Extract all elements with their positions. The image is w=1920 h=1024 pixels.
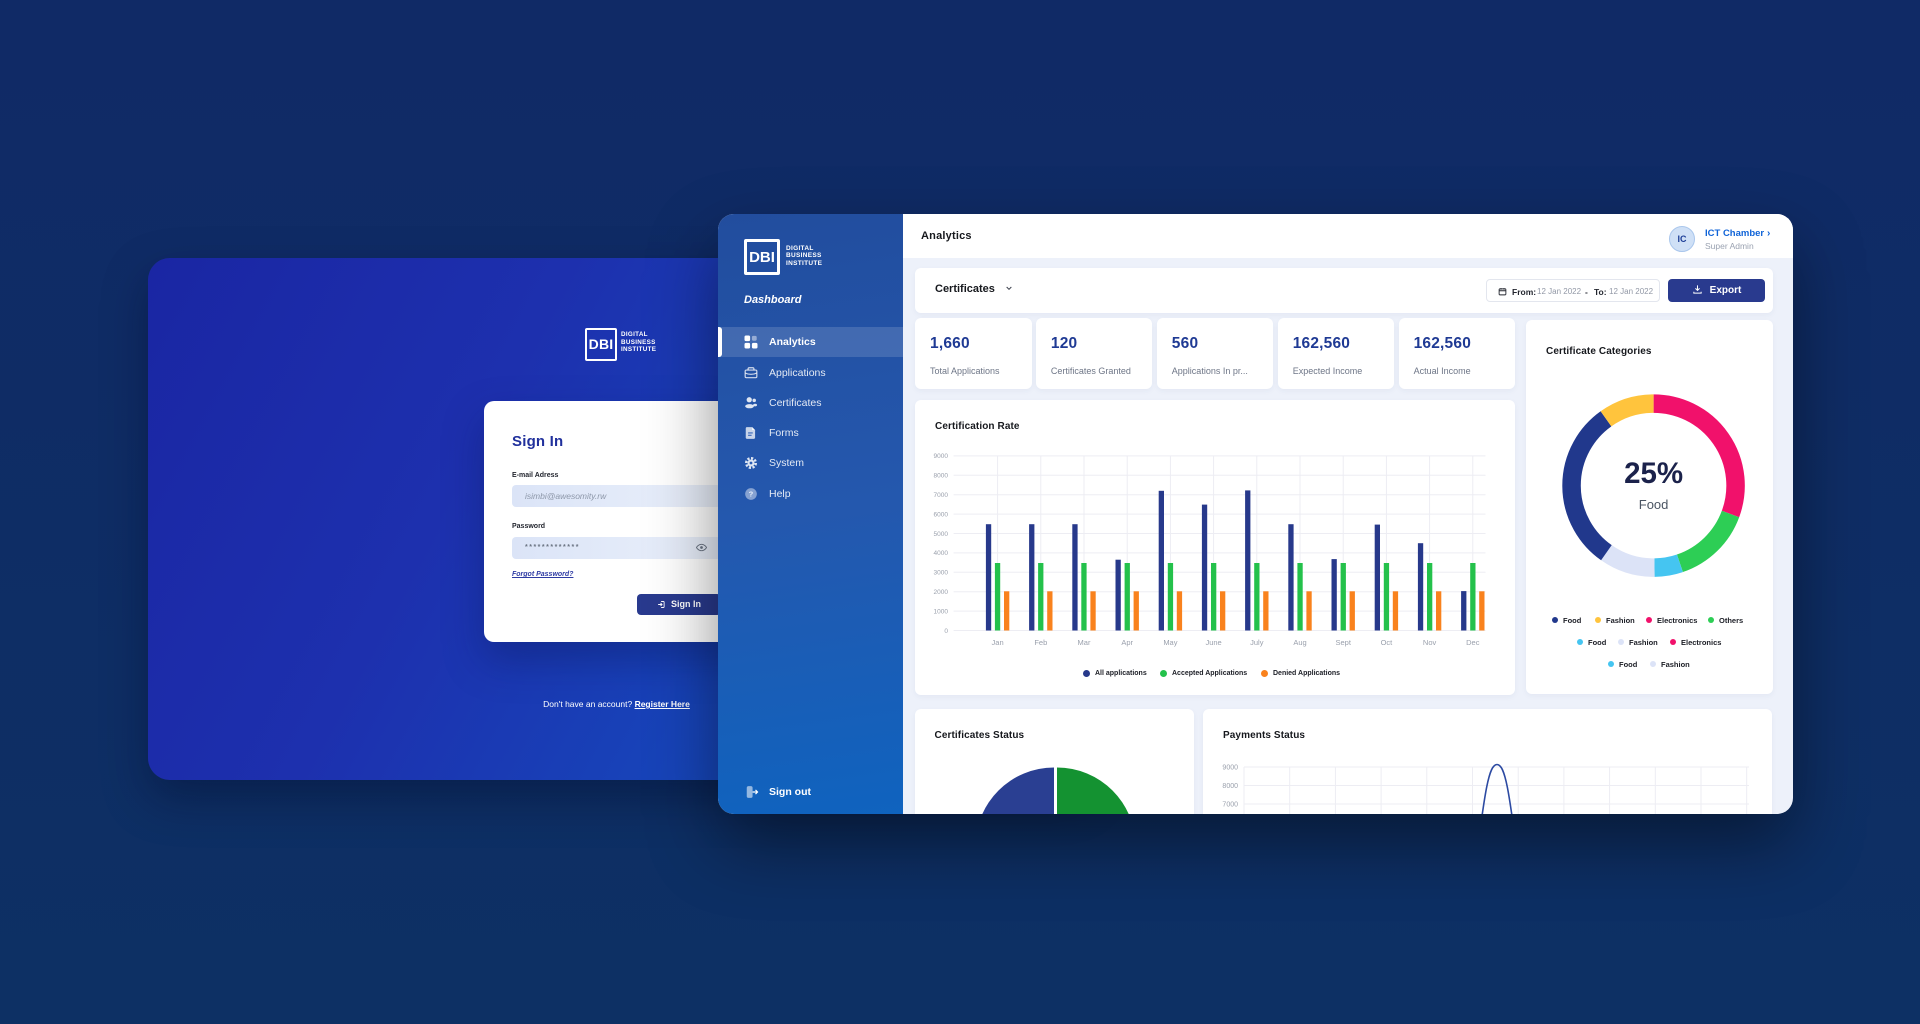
svg-text:June: June [1205, 638, 1221, 647]
svg-text:8000: 8000 [1222, 783, 1238, 790]
svg-text:9000: 9000 [934, 453, 949, 460]
svg-text:Jan: Jan [992, 638, 1004, 647]
svg-text:2000: 2000 [934, 589, 949, 596]
svg-text:Feb: Feb [1034, 638, 1047, 647]
svg-text:3000: 3000 [934, 569, 949, 576]
svg-text:Aug: Aug [1293, 638, 1306, 647]
svg-text:8000: 8000 [934, 472, 949, 479]
svg-text:Apr: Apr [1121, 638, 1133, 647]
svg-text:Food: Food [1639, 497, 1669, 512]
svg-text:Sept: Sept [1335, 638, 1351, 647]
svg-text:May: May [1163, 638, 1177, 647]
svg-text:Dec: Dec [1466, 638, 1480, 647]
svg-text:Mar: Mar [1078, 638, 1091, 647]
svg-text:?: ? [749, 489, 754, 498]
svg-text:7000: 7000 [934, 492, 949, 499]
svg-text:25%: 25% [1624, 457, 1683, 490]
svg-text:Nov: Nov [1423, 638, 1437, 647]
svg-text:1000: 1000 [934, 608, 949, 615]
svg-text:5000: 5000 [934, 530, 949, 537]
svg-text:4000: 4000 [934, 550, 949, 557]
svg-text:7000: 7000 [1222, 802, 1238, 809]
svg-text:0: 0 [944, 627, 948, 634]
svg-text:Oct: Oct [1381, 638, 1394, 647]
svg-text:July: July [1250, 638, 1264, 647]
svg-text:6000: 6000 [934, 511, 949, 518]
svg-text:9000: 9000 [1222, 765, 1238, 772]
